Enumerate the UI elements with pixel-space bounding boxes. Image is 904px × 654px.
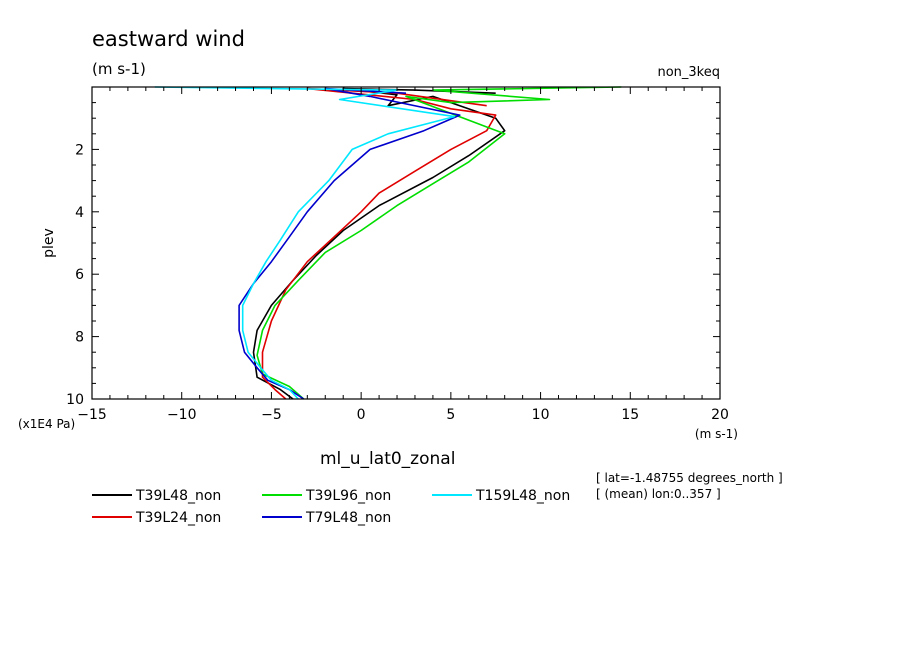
x-tick-label: 10 bbox=[532, 407, 550, 423]
y-tick-label: 6 bbox=[75, 267, 84, 283]
info-line-lat: [ lat=-1.48755 degrees_north ] bbox=[596, 471, 783, 485]
y-tick-label: 2 bbox=[75, 142, 84, 158]
y-axis-label: plev bbox=[41, 228, 57, 258]
x-tick-label: 0 bbox=[357, 407, 366, 423]
legend: T39L48_non T39L24_non T39L96_non T79L48_non… bbox=[92, 488, 570, 526]
legend-label-2: T39L96_non bbox=[305, 488, 391, 504]
legend-label-4: T159L48_non bbox=[475, 488, 570, 504]
x-tick-label: 20 bbox=[711, 407, 729, 423]
series-line-4 bbox=[154, 86, 456, 400]
series-line-1 bbox=[261, 87, 497, 400]
series-layer bbox=[154, 86, 622, 400]
x-tick-label: −10 bbox=[167, 407, 197, 423]
series-line-2 bbox=[256, 86, 622, 400]
x-axis-label: ml_u_lat0_zonal bbox=[320, 449, 455, 469]
info-line-lon: [ (mean) lon:0..357 ] bbox=[596, 487, 721, 501]
series-line-3 bbox=[238, 87, 461, 400]
plot-frame bbox=[91, 86, 721, 400]
x-tick-label: −5 bbox=[261, 407, 282, 423]
x-tick-label: −15 bbox=[77, 407, 107, 423]
series-line-0 bbox=[252, 87, 506, 400]
y-tick-label: 4 bbox=[75, 205, 84, 221]
y-tick-label: 10 bbox=[66, 392, 84, 408]
y-tick-label: 8 bbox=[75, 330, 84, 346]
ticks-layer: −15 −10 −5 0 5 10 15 20 2 4 6 8 10 bbox=[66, 86, 729, 423]
x-axis-units: (m s-1) bbox=[695, 427, 738, 441]
experiment-label: non_3keq bbox=[657, 65, 720, 80]
y-axis-units: (x1E4 Pa) bbox=[18, 417, 75, 431]
legend-label-1: T39L24_non bbox=[135, 510, 221, 526]
x-tick-label: 15 bbox=[621, 407, 639, 423]
x-tick-label: 5 bbox=[446, 407, 455, 423]
chart-units: (m s-1) bbox=[92, 60, 146, 78]
legend-label-3: T79L48_non bbox=[305, 510, 391, 526]
chart-title: eastward wind bbox=[92, 27, 245, 51]
legend-label-0: T39L48_non bbox=[135, 488, 221, 504]
